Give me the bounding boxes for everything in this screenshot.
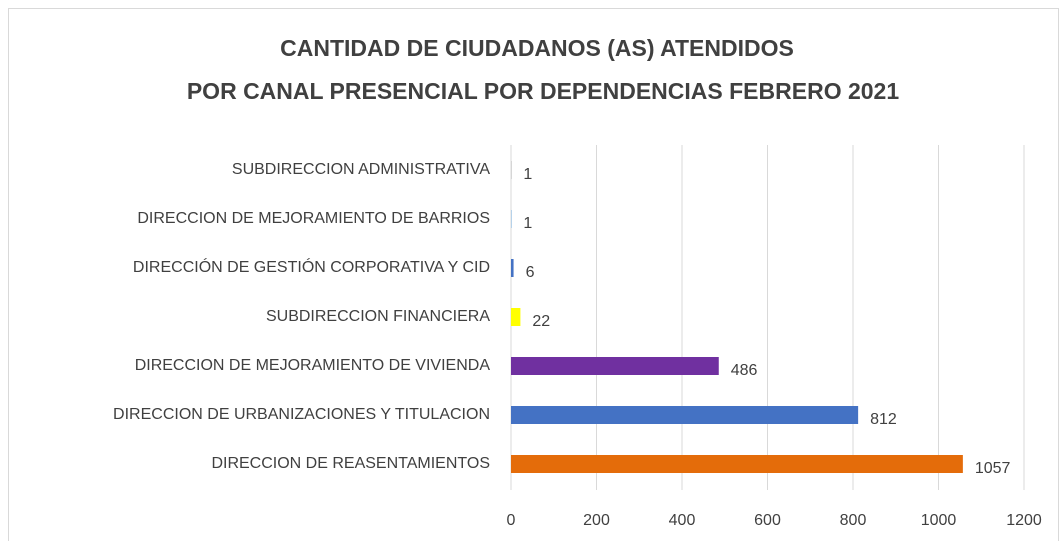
bar — [511, 406, 859, 424]
data-label: 812 — [870, 411, 897, 428]
x-tick-label: 0 — [507, 512, 516, 529]
y-tick-label: SUBDIRECCION FINANCIERA — [266, 308, 490, 325]
y-tick-label: DIRECCION DE MEJORAMIENTO DE BARRIOS — [137, 210, 490, 227]
data-label: 22 — [532, 313, 550, 330]
data-label: 1 — [523, 166, 532, 183]
data-label: 486 — [731, 362, 758, 379]
x-tick-label: 800 — [840, 512, 867, 529]
bar — [511, 259, 514, 277]
y-tick-label: DIRECCIÓN DE GESTIÓN CORPORATIVA Y CID — [133, 257, 490, 276]
x-tick-label: 600 — [754, 512, 781, 529]
x-tick-label: 200 — [583, 512, 610, 529]
chart-title: POR CANAL PRESENCIAL POR DEPENDENCIAS FE… — [187, 78, 900, 104]
bar — [511, 455, 963, 473]
x-tick-label: 400 — [669, 512, 696, 529]
y-tick-label: DIRECCION DE MEJORAMIENTO DE VIVIENDA — [135, 357, 491, 374]
x-tick-label: 1200 — [1006, 512, 1042, 529]
data-label: 1057 — [975, 460, 1011, 477]
chart-border — [8, 8, 1059, 541]
y-tick-label: DIRECCION DE REASENTAMIENTOS — [211, 455, 490, 472]
chart-title: CANTIDAD DE CIUDADANOS (AS) ATENDIDOS — [280, 35, 794, 61]
data-label: 1 — [523, 215, 532, 232]
bar — [511, 308, 521, 326]
y-tick-label: DIRECCION DE URBANIZACIONES Y TITULACION — [113, 406, 490, 423]
y-tick-label: SUBDIRECCION ADMINISTRATIVA — [232, 161, 490, 178]
x-tick-label: 1000 — [921, 512, 957, 529]
bar — [511, 357, 719, 375]
data-label: 6 — [526, 264, 535, 281]
